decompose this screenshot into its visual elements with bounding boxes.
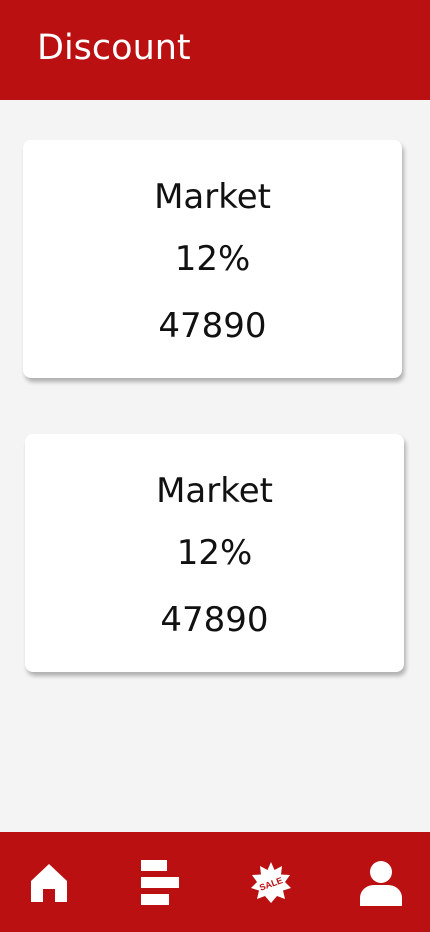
page-title: Discount (37, 28, 191, 68)
discount-card[interactable]: Market 12% 47890 (23, 140, 402, 378)
home-icon (31, 864, 67, 902)
nav-reports-button[interactable] (132, 856, 186, 910)
bar-chart-icon (141, 860, 179, 905)
bottom-navigation: SALE (0, 832, 430, 932)
app-header: Discount (0, 0, 430, 100)
card-discount-percent: 12% (174, 239, 251, 279)
card-discount-percent: 12% (176, 533, 253, 573)
sale-badge-icon: SALE (251, 862, 291, 903)
card-market-name: Market (154, 177, 271, 217)
user-icon (360, 861, 402, 906)
card-discount-value: 47890 (160, 600, 269, 640)
discount-card[interactable]: Market 12% 47890 (25, 434, 404, 672)
card-discount-value: 47890 (158, 306, 267, 346)
card-market-name: Market (156, 471, 273, 511)
nav-profile-button[interactable] (354, 856, 408, 910)
nav-home-button[interactable] (22, 856, 76, 910)
nav-sale-button[interactable]: SALE (244, 856, 298, 910)
